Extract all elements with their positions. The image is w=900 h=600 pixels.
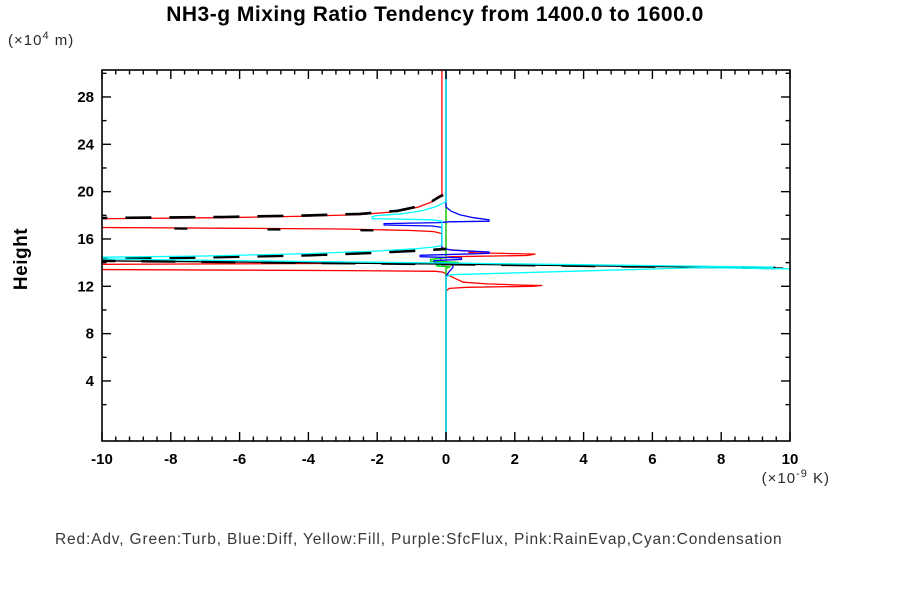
y-tick-label: 16 (77, 231, 94, 248)
x-tick-label: -6 (233, 451, 246, 468)
curve-adv (102, 70, 543, 441)
x-tick-label: -8 (164, 451, 177, 468)
x-tick-label: 4 (579, 451, 588, 468)
x-tick-label: 0 (442, 451, 450, 468)
y-tick-labels: 4 8 12 16 20 24 28 (77, 89, 94, 390)
x-tick-label: 6 (648, 451, 656, 468)
x-tick-label: -2 (371, 451, 384, 468)
y-unit-exponent: 4 (42, 30, 50, 42)
x-tick-label: 8 (717, 451, 725, 468)
x-tick-label: 2 (511, 451, 519, 468)
curve-net-peak (102, 247, 447, 261)
x-unit-exponent: -9 (796, 468, 808, 480)
y-tick-label: 8 (86, 326, 94, 343)
x-tick-labels: -10 -8 -6 -4 -2 0 2 4 6 8 10 (91, 451, 798, 468)
x-tick-label: 10 (782, 451, 799, 468)
x-axis-unit-label: (×10-9 K) (761, 468, 830, 487)
axis-ticks (101, 70, 791, 441)
x-tick-label: -10 (91, 451, 113, 468)
curve-net-cross-dash (102, 259, 784, 270)
y-axis-unit-label: (×104 m) (8, 30, 75, 49)
y-tick-label: 4 (86, 373, 95, 390)
chart-title: NH3-g Mixing Ratio Tendency from 1400.0 … (166, 3, 704, 26)
y-tick-label: 12 (77, 278, 94, 295)
y-tick-label: 20 (77, 184, 94, 201)
x-tick-label: -4 (302, 451, 316, 468)
curve-net-upper (102, 193, 444, 220)
y-tick-label: 24 (77, 136, 94, 153)
y-tick-label: 28 (77, 89, 94, 106)
curve-condensation (102, 70, 790, 441)
curves-layer (102, 70, 790, 441)
series-legend: Red:Adv, Green:Turb, Blue:Diff, Yellow:F… (55, 531, 783, 548)
